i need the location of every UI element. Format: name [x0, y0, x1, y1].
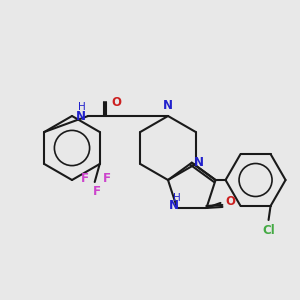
Text: N: N	[169, 200, 179, 212]
Text: O: O	[111, 95, 121, 109]
Text: H: H	[173, 193, 181, 203]
Text: Cl: Cl	[262, 224, 275, 237]
Text: N: N	[76, 110, 86, 122]
Text: N: N	[163, 99, 173, 112]
Text: F: F	[93, 185, 101, 198]
Text: O: O	[226, 196, 236, 208]
Text: F: F	[81, 172, 89, 184]
Text: H: H	[78, 102, 86, 112]
Text: F: F	[103, 172, 111, 184]
Text: N: N	[194, 156, 204, 169]
